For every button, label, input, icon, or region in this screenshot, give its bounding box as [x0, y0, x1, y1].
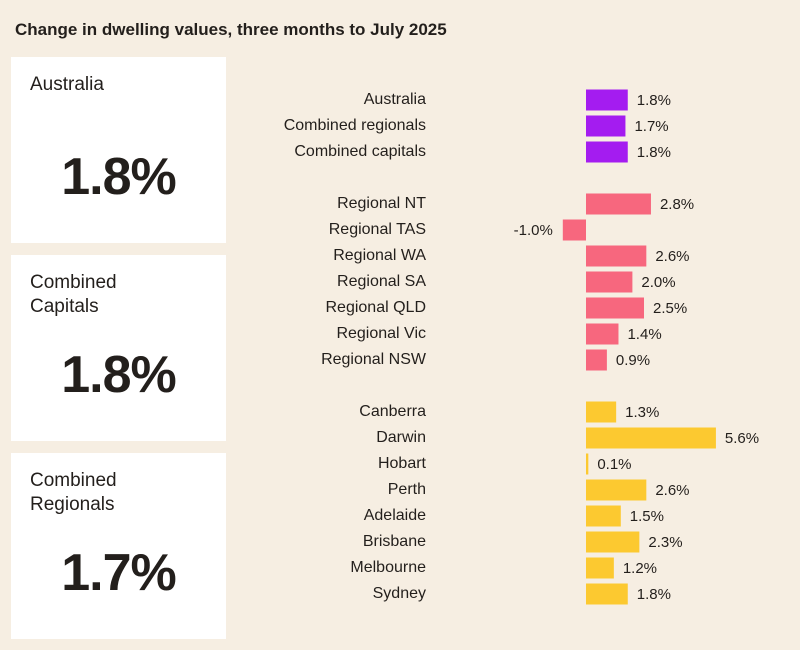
category-label: Regional WA: [333, 247, 426, 264]
category-label: Hobart: [378, 455, 427, 472]
category-label: Brisbane: [363, 533, 426, 550]
value-label: 1.4%: [627, 326, 661, 343]
value-label: -1.0%: [514, 222, 553, 239]
category-label: Perth: [388, 481, 426, 498]
chart-title: Change in dwelling values, three months …: [15, 20, 447, 39]
value-label: 0.9%: [616, 352, 650, 369]
category-label: Regional SA: [337, 273, 426, 290]
value-label: 1.7%: [634, 118, 668, 135]
bar: [586, 401, 617, 423]
value-label: 2.6%: [655, 248, 689, 265]
category-label: Melbourne: [350, 559, 426, 576]
category-label: Regional TAS: [329, 221, 426, 238]
bar: [586, 323, 619, 345]
summary-card: Combined Capitals 1.8%: [11, 255, 226, 441]
bar: [586, 531, 640, 553]
value-label: 1.8%: [637, 586, 671, 603]
bar: [586, 583, 628, 605]
category-label: Regional NT: [337, 195, 426, 212]
bar: [586, 115, 626, 137]
category-label: Canberra: [359, 403, 426, 420]
bar: [586, 141, 628, 163]
value-label: 1.2%: [623, 560, 657, 577]
bar: [586, 193, 651, 215]
value-label: 2.5%: [653, 300, 687, 317]
bar: [586, 453, 589, 475]
category-label: Regional NSW: [321, 351, 427, 368]
category-label: Regional QLD: [326, 299, 427, 316]
bar: [586, 479, 647, 501]
summary-card: Australia 1.8%: [11, 57, 226, 243]
bar: [586, 557, 614, 579]
category-label: Combined regionals: [284, 117, 426, 134]
value-label: 1.5%: [630, 508, 664, 525]
bar: [586, 271, 633, 293]
category-label: Regional Vic: [336, 325, 426, 342]
category-label: Darwin: [376, 429, 426, 446]
value-label: 1.8%: [637, 92, 671, 109]
category-label: Adelaide: [364, 507, 426, 524]
value-label: 2.0%: [641, 274, 675, 291]
card-value: 1.8%: [61, 346, 177, 404]
card-title: Combined Capitals: [30, 272, 117, 317]
summary-card: Combined Regionals 1.7%: [11, 453, 226, 639]
value-label: 2.6%: [655, 482, 689, 499]
bar: [586, 427, 716, 449]
card-title: Combined Regionals: [30, 470, 117, 515]
value-label: 1.3%: [625, 404, 659, 421]
value-label: 0.1%: [597, 456, 631, 473]
category-label: Sydney: [373, 585, 426, 602]
bar: [586, 349, 607, 371]
bar: [586, 297, 644, 319]
bar: [586, 505, 621, 527]
category-label: Combined capitals: [294, 143, 426, 160]
card-value: 1.8%: [61, 148, 177, 206]
category-label: Australia: [364, 91, 426, 108]
value-label: 5.6%: [725, 430, 759, 447]
value-label: 2.3%: [648, 534, 682, 551]
card-title: Australia: [30, 74, 104, 95]
card-value: 1.7%: [61, 544, 177, 602]
bar: [562, 219, 586, 241]
value-label: 2.8%: [660, 196, 694, 213]
bar: [586, 89, 628, 111]
value-label: 1.8%: [637, 144, 671, 161]
bar: [586, 245, 647, 267]
